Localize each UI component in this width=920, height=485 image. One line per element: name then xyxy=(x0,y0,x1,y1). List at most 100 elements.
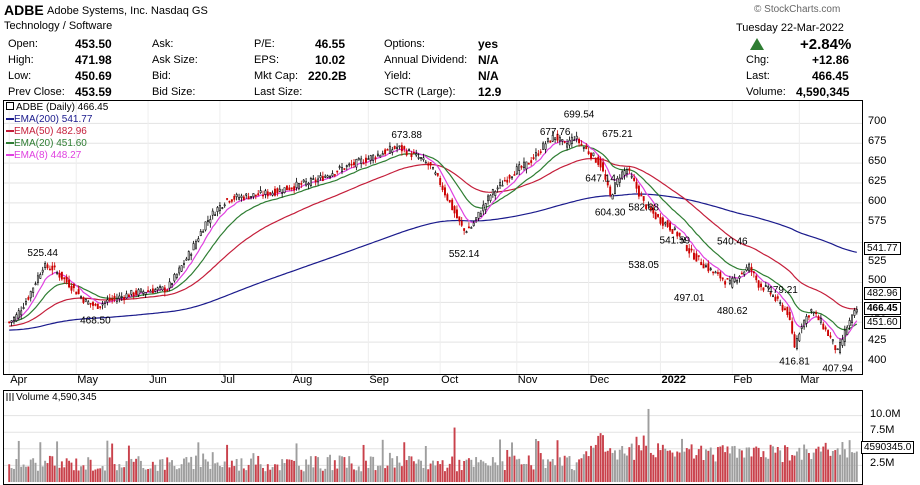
volume-bar xyxy=(168,462,171,482)
legend-ema200: EMA(200) 541.77 xyxy=(6,114,108,126)
last-label: Last: xyxy=(746,70,770,82)
candle xyxy=(106,295,109,306)
candle xyxy=(307,181,310,190)
candle xyxy=(300,180,303,189)
candle xyxy=(817,314,820,321)
volume-bar xyxy=(822,446,825,482)
volume-bar xyxy=(25,466,27,482)
candle xyxy=(635,178,638,193)
volume-bar xyxy=(104,470,106,482)
candle xyxy=(427,161,430,170)
candle xyxy=(53,262,56,271)
legend-ema200-text: EMA(200) 541.77 xyxy=(14,114,93,125)
volume-bar xyxy=(807,452,810,482)
candle xyxy=(412,149,415,154)
candle xyxy=(89,303,92,308)
volume-bar xyxy=(635,436,638,482)
volume-bar xyxy=(788,460,791,482)
volume-bar xyxy=(551,459,554,482)
volume-label: Volume: xyxy=(746,86,786,98)
volume-legend: Volume 4,590,345 xyxy=(6,392,97,404)
candle xyxy=(436,172,439,177)
volume-bar xyxy=(228,467,231,482)
volume-bar xyxy=(27,466,30,482)
volume-bar xyxy=(458,459,461,482)
volume-bar xyxy=(266,464,269,482)
candle xyxy=(819,314,822,325)
candle xyxy=(226,198,229,201)
volume-bar xyxy=(827,449,830,482)
candle xyxy=(94,302,97,307)
open-value: 453.50 xyxy=(75,37,112,51)
candle xyxy=(262,190,264,199)
candle xyxy=(312,175,315,180)
volume-bar xyxy=(204,459,207,482)
candle xyxy=(800,323,803,334)
volume-bar xyxy=(192,469,195,482)
volume-bar xyxy=(329,454,331,482)
candle xyxy=(709,267,712,272)
candle xyxy=(520,165,523,170)
volume-bar xyxy=(590,445,592,482)
volume-bar xyxy=(197,442,200,482)
candle xyxy=(151,284,154,294)
volume-bar xyxy=(683,451,686,482)
candle xyxy=(822,321,825,330)
mktcap-label: Mkt Cap: xyxy=(254,70,299,82)
price-y-tick: 400 xyxy=(868,354,887,367)
candle xyxy=(592,152,595,157)
volume-bar xyxy=(171,460,173,482)
volume-bar xyxy=(422,467,425,482)
volume-bar xyxy=(652,454,655,482)
volume-bar xyxy=(92,470,94,482)
candle xyxy=(99,306,102,310)
candle xyxy=(132,291,135,300)
candle xyxy=(41,266,44,276)
volume-bar xyxy=(752,447,755,482)
candle xyxy=(135,287,138,297)
candle xyxy=(714,270,717,274)
candle xyxy=(324,174,327,179)
volume-bar xyxy=(84,469,87,482)
volume-bar xyxy=(388,452,391,482)
volume-bar xyxy=(716,447,719,482)
volume-bar xyxy=(738,448,741,482)
legend-ema20: EMA(20) 451.60 xyxy=(6,138,108,150)
price-annotation: 647.14 xyxy=(585,173,616,184)
volume-bar xyxy=(688,449,691,482)
candle xyxy=(664,221,667,227)
legend-ema50-text: EMA(50) 482.96 xyxy=(14,126,87,137)
candle xyxy=(700,258,703,266)
candle xyxy=(812,311,815,317)
candle xyxy=(738,275,741,283)
candle xyxy=(681,237,683,244)
volume-bar xyxy=(470,459,473,482)
candle xyxy=(836,348,839,351)
volume-bar xyxy=(187,462,190,482)
candle xyxy=(489,194,492,203)
candle xyxy=(769,291,772,297)
candle xyxy=(82,296,85,304)
candle xyxy=(379,154,382,158)
price-annotation: 538.05 xyxy=(628,260,659,271)
candle xyxy=(829,332,832,339)
volume-bar xyxy=(800,459,803,482)
price-value-tag: 482.96 xyxy=(864,287,901,301)
candle xyxy=(755,274,758,283)
volume-bar xyxy=(398,462,401,482)
volume-bar xyxy=(750,456,753,482)
volume-bar xyxy=(805,449,808,482)
volume-bar xyxy=(819,451,822,482)
candle xyxy=(467,222,470,229)
candle xyxy=(154,287,157,293)
candle xyxy=(484,202,487,215)
bid-label: Bid: xyxy=(152,70,171,82)
price-y-tick: 425 xyxy=(868,334,887,347)
candle xyxy=(173,272,176,283)
price-y-tick: 700 xyxy=(868,115,887,128)
quote-date: Tuesday 22-Mar-2022 xyxy=(736,22,844,34)
price-annotation: 552.14 xyxy=(449,249,480,260)
volume-bar xyxy=(702,460,705,482)
volume-bar xyxy=(786,447,789,482)
candle xyxy=(118,292,121,303)
